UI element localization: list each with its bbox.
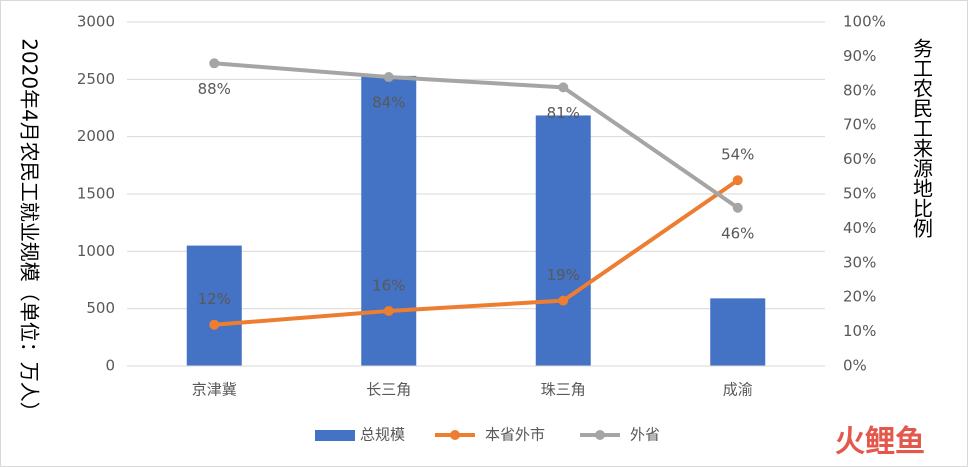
y2-tick-label: 80% [843, 81, 876, 99]
marker [732, 202, 743, 213]
watermark: 火鲤鱼 [835, 425, 925, 460]
y-tick-label: 0 [105, 357, 115, 375]
line [214, 178, 739, 327]
x-tick-label: 京津冀 [192, 381, 237, 399]
y-tick-label: 3000 [77, 13, 115, 31]
y2-tick-label: 90% [843, 47, 876, 65]
y-tick-label: 500 [86, 299, 115, 317]
x-tick-label: 珠三角 [541, 381, 586, 399]
data-label: 16% [372, 276, 405, 294]
marker [383, 72, 394, 83]
marker [558, 295, 569, 306]
y2-tick-label: 100% [843, 13, 886, 31]
marker [383, 305, 394, 316]
y2-tick-label: 70% [843, 116, 876, 134]
y2-tick-label: 20% [843, 288, 876, 306]
marker [732, 175, 743, 186]
legend-label: 外省 [630, 426, 660, 444]
bar [186, 245, 242, 366]
data-label: 88% [198, 80, 231, 98]
marker [209, 319, 220, 330]
y2-tick-label: 30% [843, 253, 876, 271]
legend-swatch [315, 430, 355, 441]
y-tick-label: 1000 [77, 242, 115, 260]
y2-tick-label: 10% [843, 322, 876, 340]
y-tick-label: 2500 [77, 70, 115, 88]
y2-tick-label: 40% [843, 219, 876, 237]
marker [558, 82, 569, 93]
y2-tick-label: 60% [843, 150, 876, 168]
legend-label: 总规模 [360, 426, 405, 444]
bar [361, 75, 417, 366]
y2-tick-label: 0% [843, 357, 867, 375]
y-tick-label: 1500 [77, 185, 115, 203]
data-label: 81% [547, 104, 580, 122]
data-label: 12% [198, 290, 231, 308]
legend-swatch [450, 430, 460, 440]
y2-tick-label: 50% [843, 185, 876, 203]
bar [710, 298, 766, 366]
bar [535, 115, 591, 366]
y-tick-label: 2000 [77, 127, 115, 145]
y-axis-title: 2020年4月农民工就业规模（单位：万人） [18, 38, 42, 422]
marker [209, 58, 220, 69]
data-label: 54% [721, 146, 754, 164]
legend-label: 本省外市 [485, 426, 545, 444]
line [214, 61, 739, 210]
data-label: 46% [721, 224, 754, 242]
y2-axis-title: 务工农民工来源地比例 [910, 38, 934, 238]
legend-swatch [595, 430, 605, 440]
x-tick-label: 成渝 [723, 381, 753, 399]
data-label: 84% [372, 94, 405, 112]
data-label: 19% [547, 266, 580, 284]
x-tick-label: 长三角 [366, 381, 411, 399]
